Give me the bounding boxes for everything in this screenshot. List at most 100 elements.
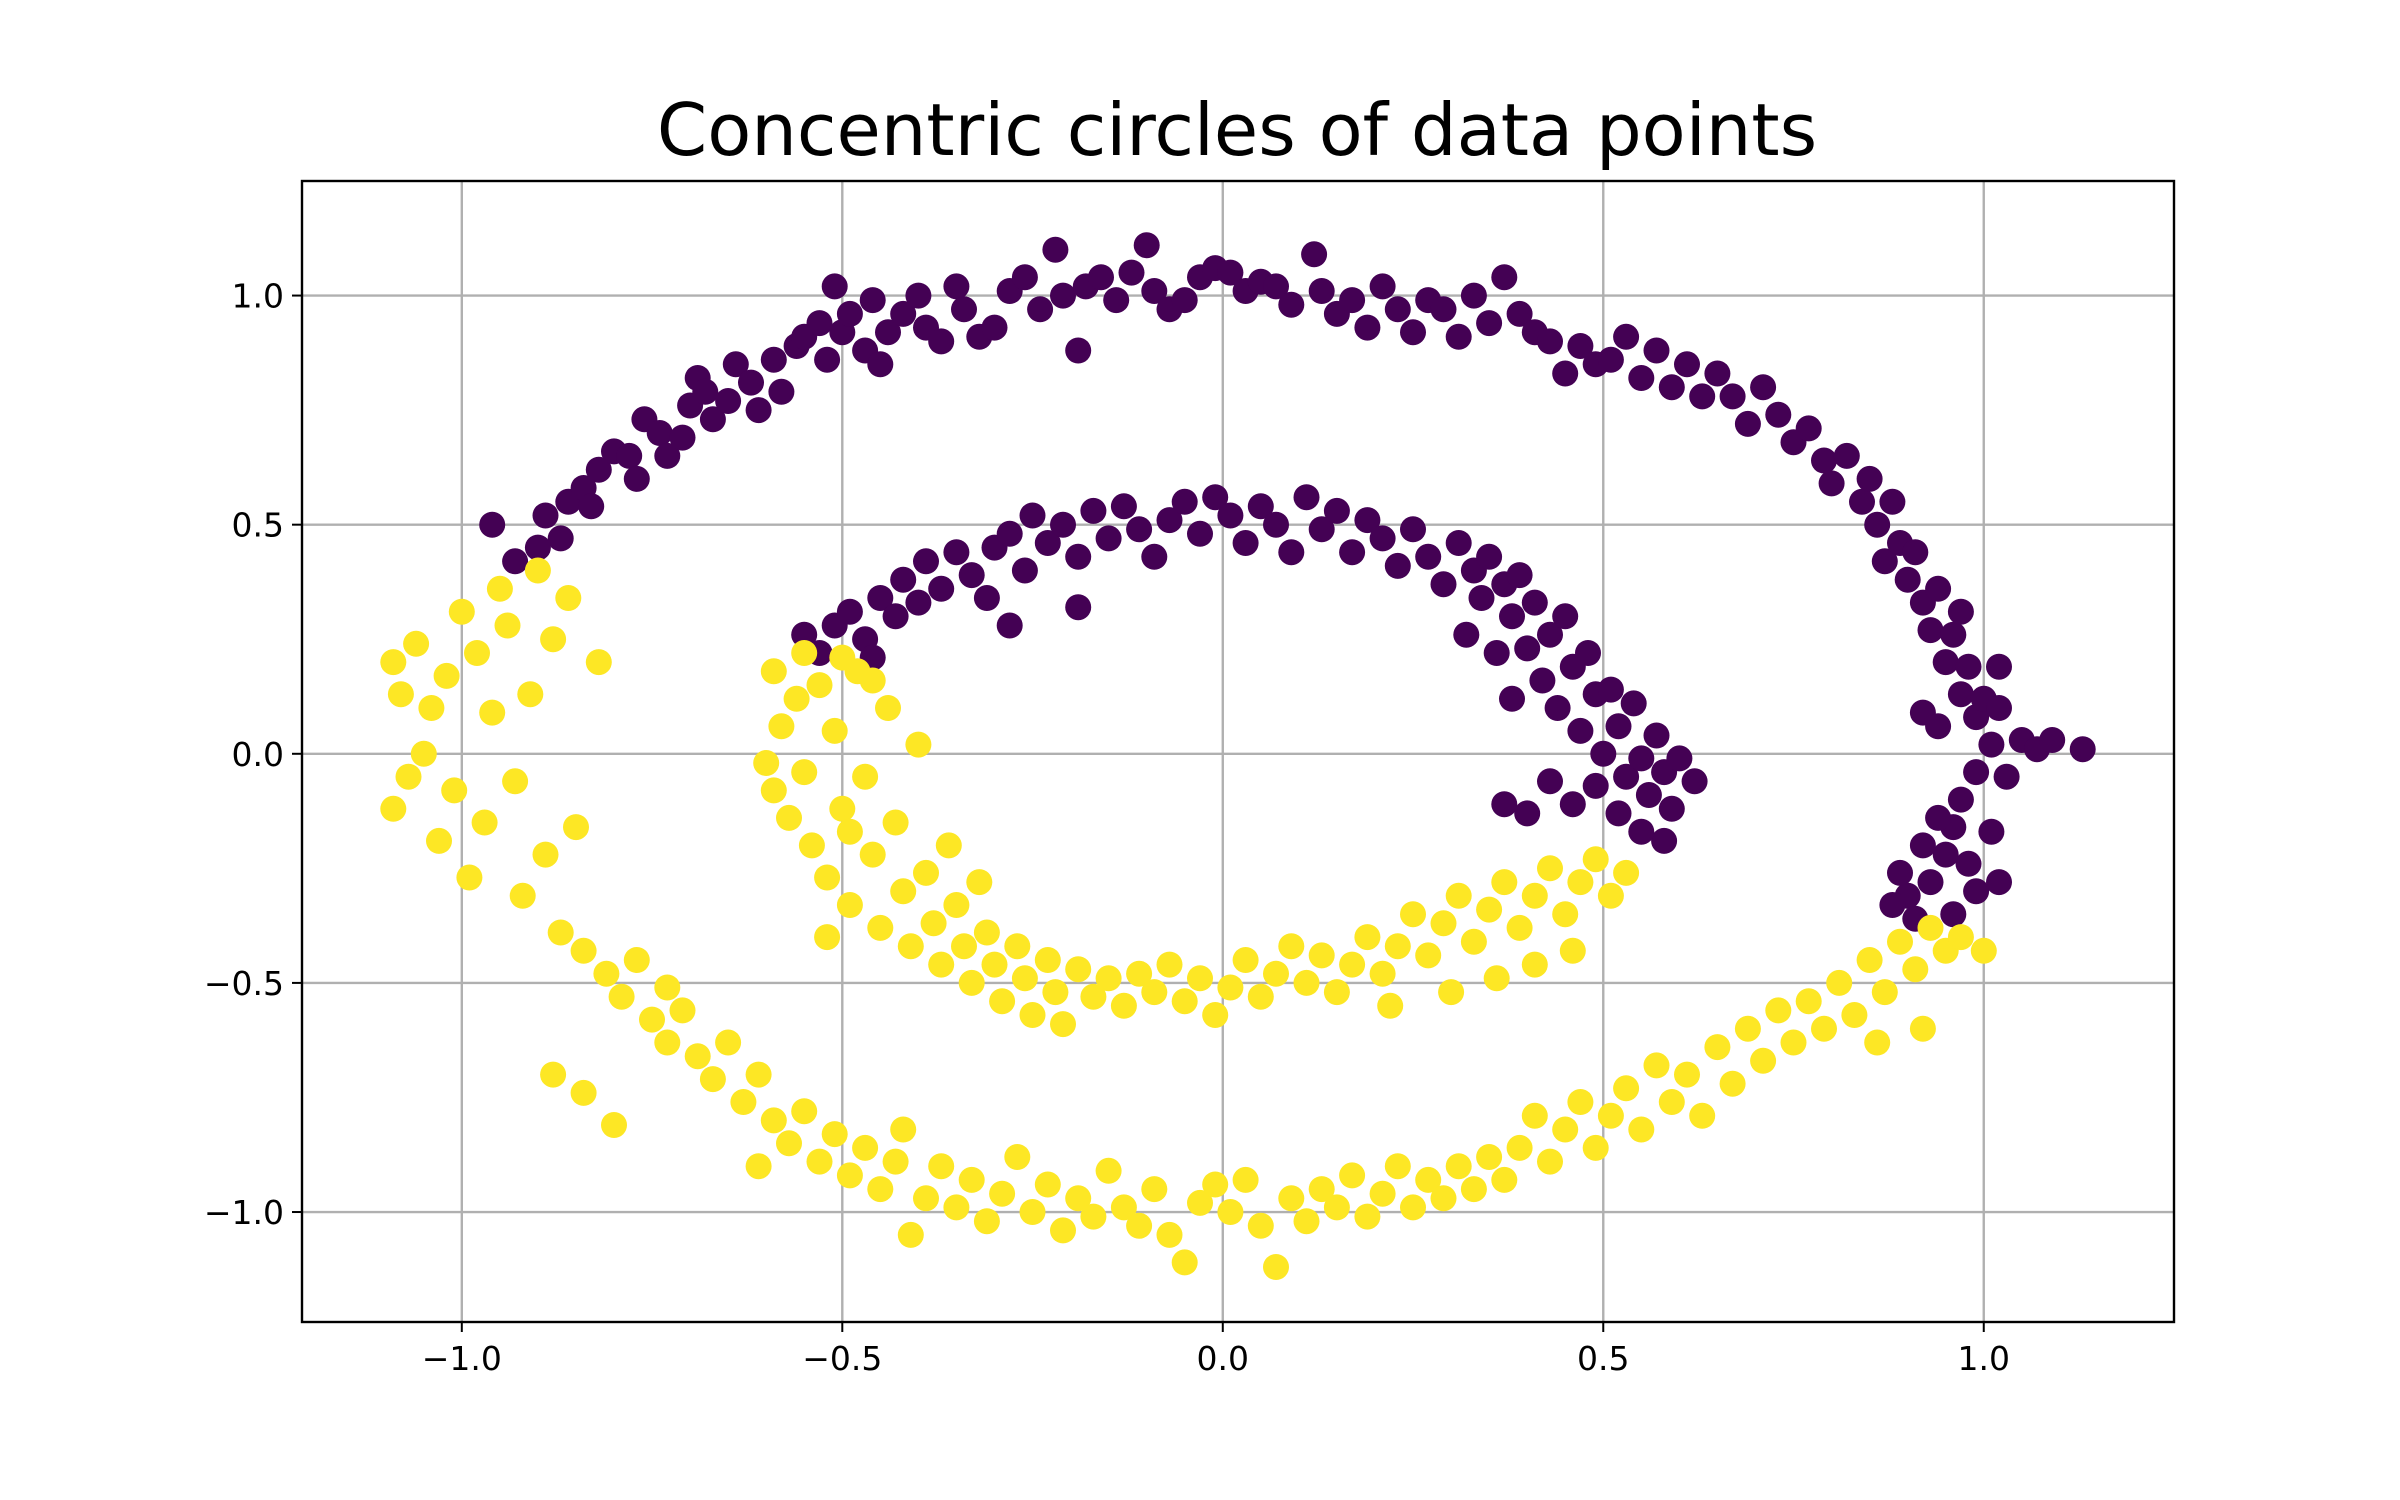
data-point-class-1 [791, 759, 818, 786]
data-point-class-1 [1217, 974, 1244, 1001]
data-point-class-1 [1415, 942, 1442, 969]
data-point-class-0 [875, 319, 901, 346]
data-point-class-1 [928, 1153, 955, 1180]
data-point-class-1 [973, 1208, 1000, 1235]
data-point-class-0 [951, 296, 977, 323]
data-point-class-1 [1247, 1212, 1274, 1239]
data-point-class-0 [1133, 232, 1160, 259]
data-point-class-0 [1491, 791, 1518, 818]
data-point-class-0 [1559, 791, 1586, 818]
data-point-class-1 [867, 1176, 894, 1203]
y-axis-ticks: −1.0 −0.5 0.0 0.5 1.0 [204, 277, 302, 1232]
data-point-class-1 [502, 768, 529, 795]
data-point-class-1 [1476, 1144, 1503, 1170]
data-point-class-0 [791, 621, 818, 648]
data-point-class-1 [1339, 951, 1366, 978]
data-point-class-0 [623, 465, 650, 492]
data-point-class-0 [524, 534, 551, 561]
data-point-class-1 [890, 1116, 917, 1143]
data-point-class-1 [745, 1061, 772, 1088]
data-point-class-0 [1103, 287, 1130, 314]
data-point-class-0 [1537, 328, 1563, 355]
data-point-class-1 [783, 685, 810, 712]
data-point-class-0 [578, 493, 605, 520]
data-point-class-0 [1940, 621, 1967, 648]
data-point-class-1 [852, 1134, 879, 1161]
data-point-class-1 [1430, 910, 1457, 937]
data-point-class-1 [1811, 1015, 1837, 1042]
data-point-class-0 [1947, 681, 1974, 708]
data-point-class-1 [623, 947, 650, 973]
data-point-class-0 [1369, 273, 1396, 300]
data-point-class-0 [1552, 603, 1579, 630]
data-point-class-0 [1453, 621, 1480, 648]
data-point-class-0 [928, 575, 955, 602]
data-point-class-1 [768, 713, 795, 740]
data-point-class-0 [1590, 740, 1617, 767]
data-point-class-1 [1004, 933, 1031, 960]
data-point-class-1 [1217, 1199, 1244, 1225]
x-tick-label: 1.0 [1958, 1339, 2010, 1378]
data-point-class-1 [1826, 969, 1853, 996]
x-tick-label: 0.5 [1577, 1339, 1629, 1378]
data-point-class-1 [1970, 937, 1997, 964]
data-point-class-1 [913, 859, 939, 886]
data-point-class-0 [1095, 525, 1122, 552]
data-point-class-0 [1643, 337, 1670, 364]
data-point-class-0 [1293, 484, 1320, 511]
data-point-class-0 [1887, 859, 1913, 886]
data-point-class-0 [821, 273, 848, 300]
data-point-class-1 [1674, 1061, 1700, 1088]
data-point-class-0 [1308, 278, 1335, 304]
data-point-class-1 [1460, 928, 1487, 955]
data-point-class-0 [1628, 745, 1655, 772]
data-point-class-1 [540, 626, 567, 653]
data-point-class-1 [1156, 1221, 1183, 1248]
data-point-class-0 [1514, 800, 1541, 827]
data-point-class-1 [897, 1221, 924, 1248]
data-point-class-1 [791, 640, 818, 666]
data-point-class-0 [1925, 804, 1952, 831]
data-point-class-1 [920, 910, 947, 937]
data-point-class-0 [1955, 653, 1982, 680]
data-point-class-0 [1400, 516, 1426, 543]
data-point-class-1 [1126, 960, 1153, 987]
data-point-class-0 [1955, 850, 1982, 877]
data-point-class-0 [1217, 259, 1244, 286]
data-point-class-0 [1666, 745, 1693, 772]
data-point-class-1 [829, 644, 856, 671]
data-point-class-1 [1065, 1185, 1092, 1212]
data-point-class-0 [1879, 488, 1906, 515]
data-point-class-0 [1278, 291, 1305, 318]
data-point-class-1 [1567, 869, 1594, 896]
data-point-class-0 [1537, 768, 1563, 795]
data-point-class-1 [1232, 947, 1259, 973]
data-point-class-1 [1567, 1089, 1594, 1115]
data-point-class-0 [1567, 717, 1594, 744]
data-point-class-1 [1384, 933, 1411, 960]
data-point-class-1 [897, 933, 924, 960]
data-point-class-0 [715, 388, 742, 414]
data-point-class-1 [1011, 965, 1038, 992]
data-point-class-1 [1354, 924, 1381, 951]
data-point-class-1 [1483, 965, 1510, 992]
data-point-class-0 [1986, 695, 2012, 721]
data-point-class-1 [1909, 1015, 1936, 1042]
data-point-class-0 [1278, 539, 1305, 566]
data-point-class-1 [1864, 1029, 1891, 1056]
data-point-class-1 [486, 575, 513, 602]
data-point-class-0 [928, 328, 955, 355]
data-point-class-0 [1506, 562, 1533, 589]
data-point-class-0 [1339, 287, 1366, 314]
data-point-class-1 [1141, 1176, 1168, 1203]
data-point-class-1 [654, 974, 681, 1001]
data-point-class-0 [1986, 869, 2012, 896]
data-point-class-1 [540, 1061, 567, 1088]
data-point-class-0 [1110, 493, 1137, 520]
data-point-class-1 [798, 832, 825, 859]
data-point-class-1 [441, 777, 468, 804]
data-point-class-0 [1460, 282, 1487, 309]
data-point-class-1 [448, 598, 475, 625]
x-tick-label: −1.0 [422, 1339, 502, 1378]
data-point-class-1 [570, 937, 597, 964]
